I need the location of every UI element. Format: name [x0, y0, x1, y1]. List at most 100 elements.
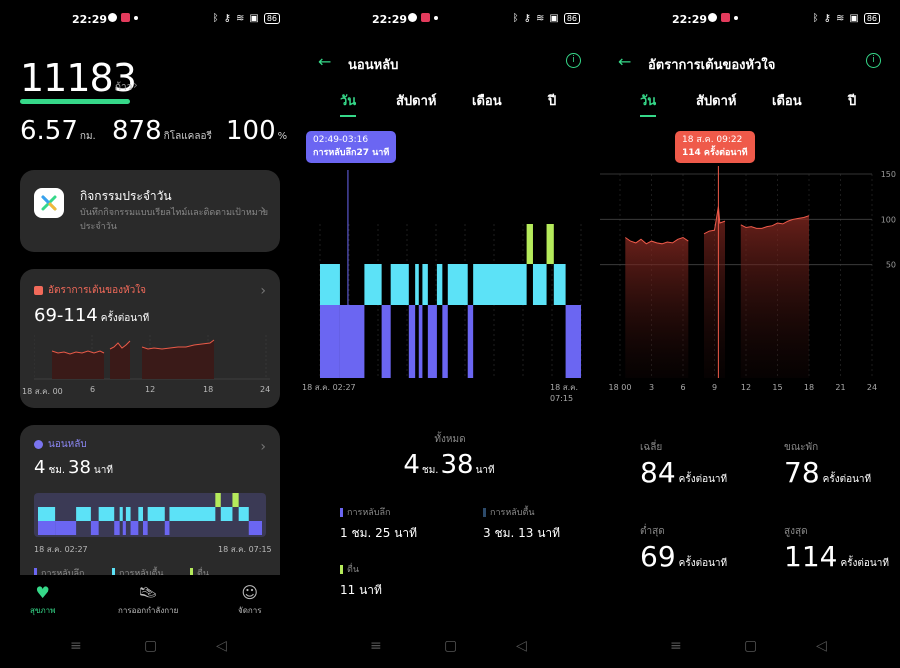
tab-week[interactable]: สัปดาห์: [396, 94, 437, 109]
sleep-stage-bar: [90, 521, 99, 535]
sleep-stage-bar: [442, 305, 448, 378]
daily-activity-card[interactable]: กิจกรรมประจำวัน บันทึกกิจกรรมแบบเรียลไทม…: [20, 170, 280, 252]
key-icon: ⚷: [223, 13, 231, 24]
hr-x-tick-label: 15: [772, 383, 782, 392]
menu-icon[interactable]: ≡: [670, 638, 682, 654]
total-label: ทั้งหมด: [434, 434, 466, 445]
back-arrow-icon[interactable]: ←: [618, 52, 632, 71]
tab-month[interactable]: เดือน: [772, 94, 802, 109]
hr-y-tick-label: 150: [881, 170, 896, 179]
tab-health[interactable]: ♥ สุขภาพ: [30, 583, 56, 615]
wifi-icon: ≋: [535, 13, 545, 24]
heart-rate-card[interactable]: อัตราการเต้นของหัวใจ › 69-114 ครั้งต่อนาท…: [20, 269, 280, 408]
goal-percent-stat: 100%: [226, 116, 288, 146]
home-icon[interactable]: ▢: [744, 638, 758, 654]
sleep-stage-bar: [119, 507, 123, 521]
steps-count[interactable]: 11183: [20, 56, 137, 100]
sleep-detail-screen: 22:29 ᛒ ⚷ ≋ ▣ 86 ← นอนหลับ i วัน สัปดาห์ เดื…: [300, 0, 600, 668]
sleep-tooltip: 02:49-03:16 การหลับลึก27 นาที: [306, 131, 397, 163]
back-icon[interactable]: ◁: [216, 638, 227, 654]
system-nav-bar: ≡ ▢ ◁: [600, 628, 900, 668]
chevron-right-icon[interactable]: ›: [133, 78, 138, 92]
hr-area: [625, 237, 689, 378]
status-bar: 22:29 ᛒ ⚷ ≋ ▣ 86: [600, 10, 900, 30]
heart-rate-chart[interactable]: 150 100 50 18 00 3 6 9 12 15 18 21 24: [600, 128, 900, 398]
bluetooth-icon: ᛒ: [212, 13, 219, 24]
tab-day[interactable]: วัน: [640, 94, 657, 109]
back-icon[interactable]: ◁: [816, 638, 827, 654]
more-notifications-icon: [434, 15, 438, 20]
sleep-stage-bar: [415, 264, 419, 305]
home-icon[interactable]: ▢: [444, 638, 458, 654]
sleep-stage-bar: [114, 521, 120, 535]
period-tabs: วัน สัปดาห์ เดือน ปี: [600, 90, 900, 120]
distance-stat: 6.57 กม.: [20, 116, 96, 146]
menu-icon[interactable]: ≡: [370, 638, 382, 654]
sleep-duration: 4 ชม. 38 นาที: [34, 457, 113, 478]
sleep-stage-bar: [38, 521, 56, 535]
sleep-stage-bar: [408, 305, 416, 378]
heart-icon: [34, 286, 43, 295]
light-sleep-value: 3 ชม. 13 นาที: [483, 526, 561, 540]
hr-area: [740, 215, 809, 378]
app-notification-icon: [121, 13, 130, 22]
deep-sleep-value: 1 ชม. 25 นาที: [340, 526, 418, 540]
home-icon[interactable]: ▢: [144, 638, 158, 654]
facebook-icon: [708, 13, 717, 22]
sleep-stage-bar: [553, 264, 566, 305]
hr-x-tick-label: 6: [680, 383, 685, 392]
steps-unit: ก้าว: [115, 82, 133, 93]
tab-manage[interactable]: ☺ จัดการ: [238, 583, 262, 615]
chevron-right-icon: ›: [260, 439, 266, 455]
back-arrow-icon[interactable]: ←: [318, 52, 332, 71]
hr-line: [625, 236, 689, 245]
sim-icon: ▣: [549, 13, 559, 24]
hr-x-tick-label: 24: [867, 383, 877, 392]
tab-week[interactable]: สัปดาห์: [696, 94, 737, 109]
sleep-stage-bar: [526, 224, 533, 264]
light-sleep-label: การหลับตื้น: [483, 505, 535, 519]
sleep-stage-bar: [532, 264, 547, 305]
more-notifications-icon: [734, 15, 738, 20]
bluetooth-icon: ᛒ: [812, 13, 819, 24]
health-home-screen: 22:29 ᛒ ⚷ ≋ ▣ 86 11183 ก้าว › 6.57 กม. 878 กิโ…: [0, 0, 300, 668]
active-tab-indicator: [340, 115, 356, 117]
page-title: นอนหลับ: [348, 58, 399, 73]
facebook-icon: [408, 13, 417, 22]
hr-x-tick-label: 18 00: [609, 383, 632, 392]
deep-sleep-label: การหลับลึก: [340, 505, 390, 519]
sleep-stage-bar: [447, 264, 468, 305]
heart-rate-tooltip: 18 ส.ค. 09:22 114 ครั้งต่อนาที: [675, 131, 755, 163]
info-icon[interactable]: i: [566, 53, 581, 68]
sleep-stages-chart[interactable]: [300, 128, 600, 388]
period-tabs: วัน สัปดาห์ เดือน ปี: [300, 90, 600, 120]
tab-year[interactable]: ปี: [548, 94, 557, 109]
hr-x-tick-label: 18: [804, 383, 814, 392]
app-notification-icon: [421, 13, 430, 22]
heart-rate-card-title: อัตราการเต้นของหัวใจ: [48, 285, 146, 296]
sleep-stage-bar: [320, 305, 340, 378]
info-icon[interactable]: i: [866, 53, 881, 68]
sleep-stage-bar: [390, 264, 409, 305]
sleep-stage-bar: [98, 507, 115, 521]
facebook-icon: [108, 13, 117, 22]
system-nav-bar: ≡ ▢ ◁: [0, 628, 300, 668]
wifi-icon: ≋: [235, 13, 245, 24]
sleep-stage-bar: [418, 305, 423, 378]
tab-year[interactable]: ปี: [848, 94, 857, 109]
sleep-stage-bar: [38, 507, 56, 521]
sleep-stage-bar: [427, 305, 437, 378]
tab-month[interactable]: เดือน: [472, 94, 502, 109]
tab-exercise[interactable]: 👟︎ การออกกำลังกาย: [118, 583, 179, 615]
back-icon[interactable]: ◁: [516, 638, 527, 654]
sleep-card[interactable]: นอนหลับ › 4 ชม. 38 นาที 18 ส.ค. 02:27 18 ส.…: [20, 425, 280, 595]
calories-stat: 878 กิโลแคลอรี: [112, 116, 212, 146]
sleep-stage-bar: [215, 493, 221, 507]
minimum-value: 69 ครั้งต่อนาที: [640, 540, 728, 573]
wifi-icon: ≋: [835, 13, 845, 24]
sleep-stage-bar: [164, 521, 170, 535]
tab-day[interactable]: วัน: [340, 94, 357, 109]
status-time: 22:29: [72, 13, 108, 26]
key-icon: ⚷: [823, 13, 831, 24]
menu-icon[interactable]: ≡: [70, 638, 82, 654]
